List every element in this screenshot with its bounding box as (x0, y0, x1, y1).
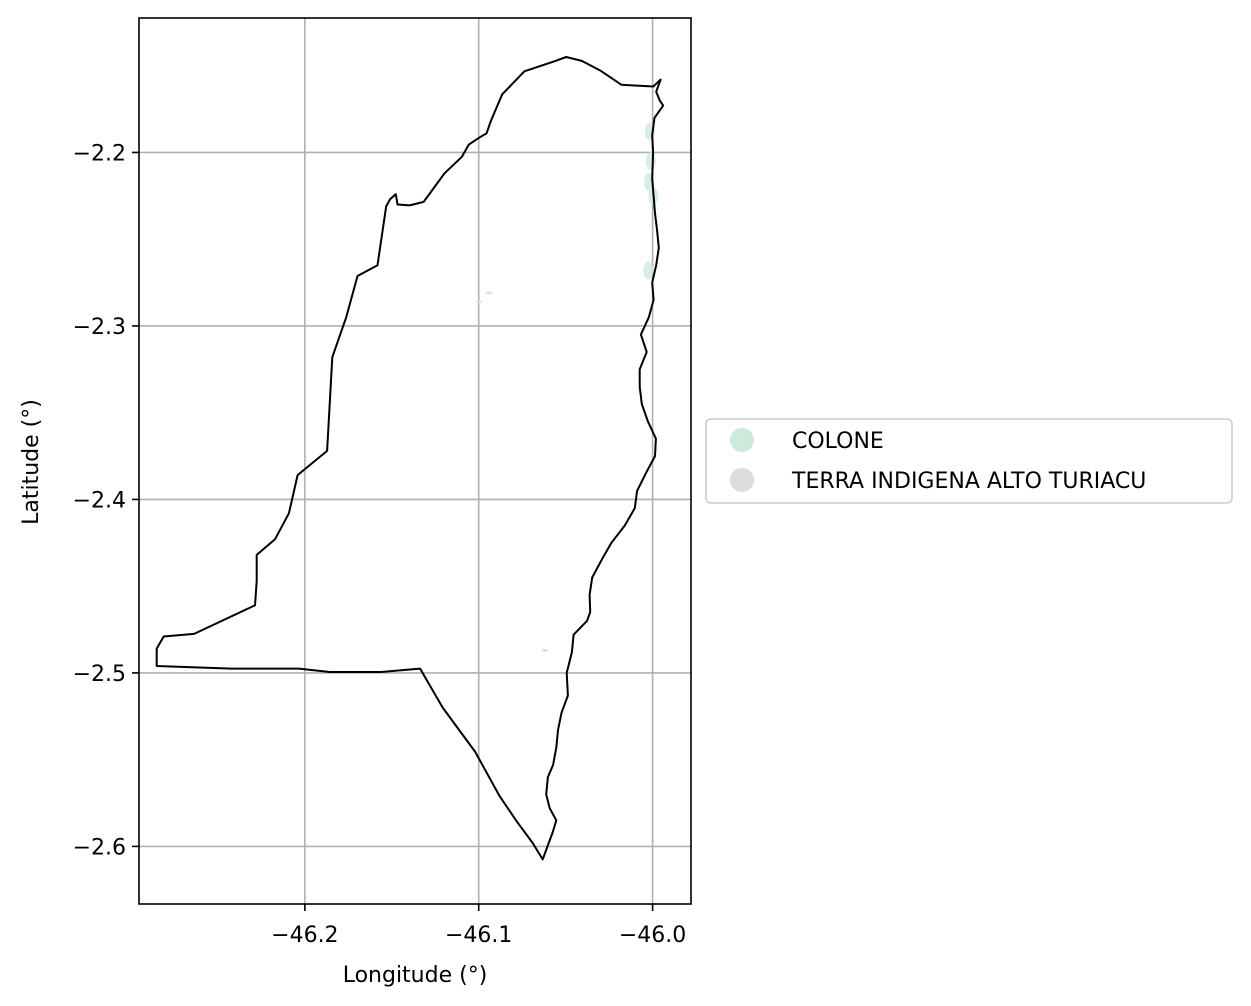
y-tick-label-3: −2.5 (73, 662, 126, 687)
x-tick-label-1: −46.1 (445, 923, 512, 948)
x-axis-label: Longitude (°) (343, 963, 488, 988)
x-axis-ticks: −46.2 −46.1 −46.0 (271, 904, 686, 948)
territory-boundary (155, 56, 665, 861)
plot-area (138, 17, 692, 905)
legend-marker-terra-indigena (730, 468, 754, 492)
colone-patch-4 (643, 261, 654, 280)
terra-indigena-patch-1 (476, 300, 483, 304)
y-axis-label: Latitude (°) (19, 399, 44, 525)
colone-patch-1 (645, 152, 656, 171)
x-tick-label-0: −46.2 (271, 923, 338, 948)
y-tick-label-1: −2.3 (73, 315, 126, 340)
legend-label-terra-indigena: TERRA INDIGENA ALTO TURIACU (791, 469, 1146, 494)
y-tick-label-2: −2.4 (73, 488, 126, 513)
y-tick-label-4: −2.6 (73, 835, 126, 860)
terra-indigena-patch-0 (486, 291, 493, 295)
y-tick-label-0: −2.2 (73, 141, 126, 166)
legend: COLONE TERRA INDIGENA ALTO TURIACU (705, 418, 1233, 504)
terra-indigena-patch-2 (541, 648, 548, 652)
plot-frame (138, 17, 692, 905)
legend-frame (705, 418, 1233, 504)
legend-label-colone: COLONE (792, 429, 884, 454)
y-axis-ticks: −2.2 −2.3 −2.4 −2.5 −2.6 (73, 141, 139, 860)
legend-marker-colone (730, 428, 754, 452)
x-tick-label-2: −46.0 (619, 923, 686, 948)
